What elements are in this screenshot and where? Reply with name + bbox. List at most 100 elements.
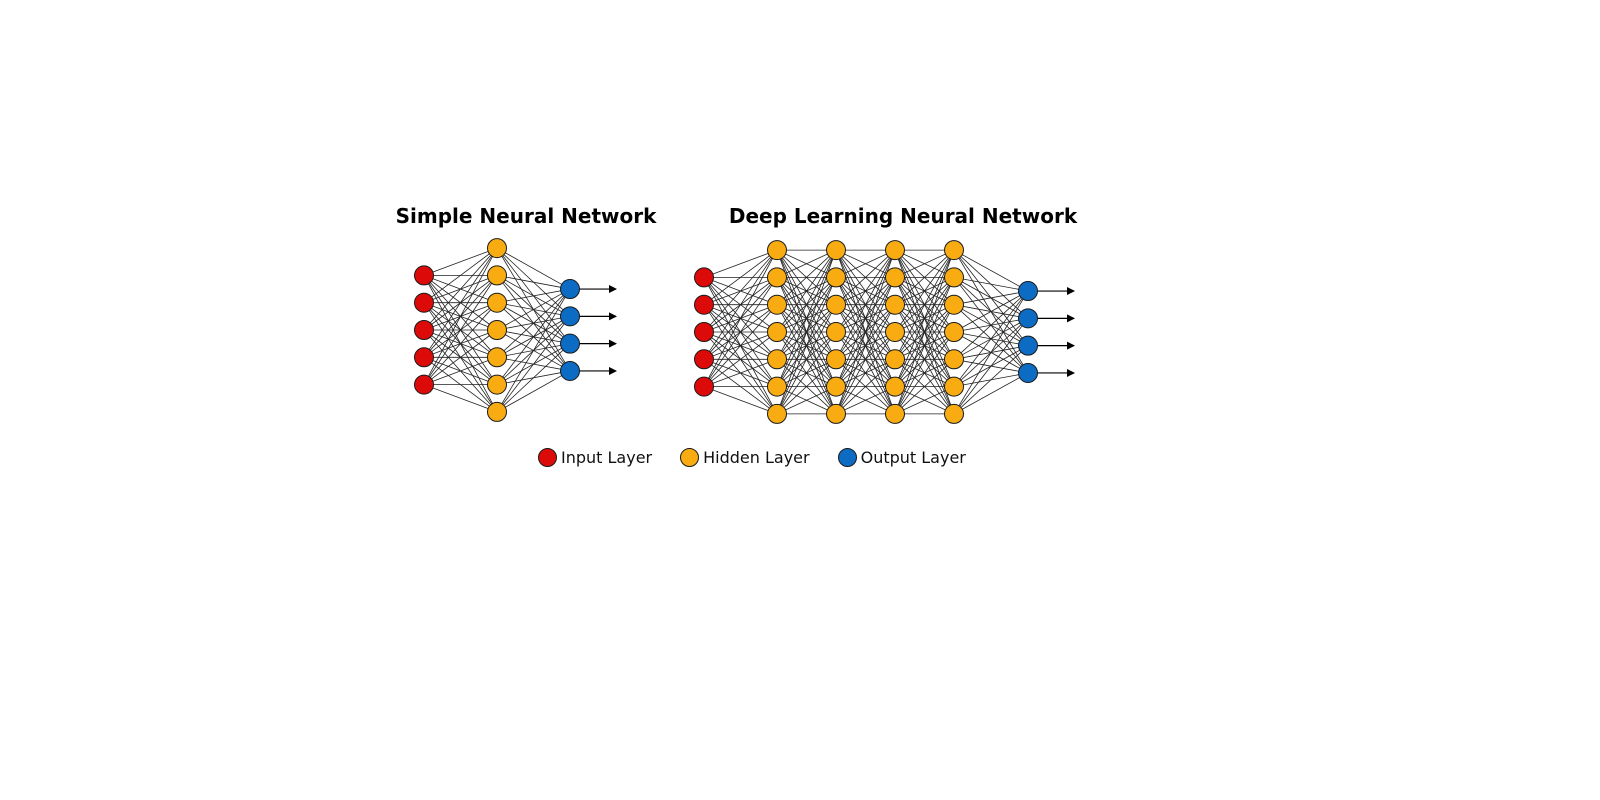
legend: Input Layer Hidden Layer Output Layer xyxy=(538,448,966,467)
hidden-node xyxy=(487,320,507,340)
deep-connections xyxy=(703,249,1029,415)
connection-line xyxy=(953,277,1029,292)
hidden-node xyxy=(767,403,787,424)
connection-line xyxy=(703,249,778,306)
output-node xyxy=(560,333,580,354)
simple-neural-network xyxy=(414,238,617,422)
connection-line xyxy=(776,277,837,415)
deep-learning-neural-network xyxy=(694,240,1075,424)
output-node xyxy=(1018,281,1038,302)
deep-network-title: Deep Learning Neural Network xyxy=(728,204,1078,228)
input-node xyxy=(414,265,434,286)
hidden-node xyxy=(767,322,787,342)
hidden-node xyxy=(944,376,964,397)
connection-line xyxy=(835,249,896,333)
hidden-node xyxy=(487,347,507,368)
output-node xyxy=(1018,362,1038,383)
input-node xyxy=(694,376,714,397)
connection-line xyxy=(835,277,896,415)
connection-line xyxy=(953,318,1029,415)
connection-line xyxy=(776,249,837,387)
hidden-node xyxy=(944,240,964,261)
input-node xyxy=(694,294,714,315)
connection-line xyxy=(894,249,955,278)
hidden-node xyxy=(885,403,905,424)
legend-item-hidden: Hidden Layer xyxy=(680,448,810,467)
connection-line xyxy=(776,249,837,360)
connection-line xyxy=(703,249,778,360)
hidden-node xyxy=(944,322,964,342)
hidden-node xyxy=(885,322,905,342)
connection-line xyxy=(496,288,571,304)
connection-line xyxy=(776,331,837,415)
connection-line xyxy=(496,316,571,413)
connection-line xyxy=(703,249,778,278)
connection-line xyxy=(423,384,498,413)
connection-line xyxy=(953,290,1029,306)
hidden-node xyxy=(826,403,846,424)
connection-line xyxy=(894,277,955,415)
connection-line xyxy=(496,275,571,290)
connection-line xyxy=(835,249,896,387)
input-node xyxy=(694,322,714,342)
connection-line xyxy=(835,359,896,415)
output-node xyxy=(560,306,580,327)
connection-line xyxy=(776,249,837,333)
connection-line xyxy=(496,370,571,413)
connection-line xyxy=(776,386,837,415)
connection-line xyxy=(894,331,955,415)
hidden-node xyxy=(885,294,905,315)
connection-line xyxy=(423,247,498,358)
connection-line xyxy=(776,359,837,415)
connection-line xyxy=(703,249,778,387)
hidden-node xyxy=(826,322,846,342)
connection-line xyxy=(423,356,498,385)
simple-connections xyxy=(423,247,571,413)
connection-line xyxy=(703,358,778,387)
simple-network-title: Simple Neural Network xyxy=(395,204,657,228)
connection-line xyxy=(496,343,571,413)
connection-line xyxy=(423,329,498,385)
legend-item-output: Output Layer xyxy=(837,448,966,467)
connection-line xyxy=(423,247,498,304)
input-node xyxy=(414,347,434,368)
hidden-node xyxy=(487,292,507,313)
hidden-node xyxy=(826,240,846,261)
hidden-node xyxy=(487,401,507,422)
connection-line xyxy=(953,290,1029,387)
hidden-layer-swatch xyxy=(680,448,700,467)
hidden-node xyxy=(767,240,787,261)
connection-line xyxy=(894,249,955,333)
hidden-node xyxy=(767,267,787,288)
hidden-node xyxy=(487,374,507,395)
legend-label-input: Input Layer xyxy=(561,448,653,467)
connection-line xyxy=(423,247,498,385)
hidden-node xyxy=(826,349,846,370)
connection-line xyxy=(496,247,571,290)
hidden-node xyxy=(826,294,846,315)
connection-line xyxy=(894,249,955,305)
connection-line xyxy=(496,288,571,331)
connection-line xyxy=(496,288,571,413)
connection-line xyxy=(496,288,571,385)
output-node xyxy=(560,279,580,300)
connection-line xyxy=(776,304,837,415)
hidden-node xyxy=(487,265,507,286)
hidden-node xyxy=(487,238,507,259)
input-node xyxy=(694,349,714,370)
hidden-node xyxy=(767,294,787,315)
hidden-node xyxy=(885,267,905,288)
legend-label-hidden: Hidden Layer xyxy=(703,448,810,467)
output-node xyxy=(560,360,580,381)
connection-line xyxy=(776,249,837,278)
connection-line xyxy=(423,247,498,276)
output-node xyxy=(1018,308,1038,329)
hidden-node xyxy=(944,267,964,288)
hidden-node xyxy=(944,403,964,424)
hidden-node xyxy=(944,349,964,370)
connection-line xyxy=(423,247,498,331)
legend-label-output: Output Layer xyxy=(860,448,966,467)
connection-line xyxy=(776,249,837,305)
connection-line xyxy=(894,249,955,387)
input-node xyxy=(414,320,434,340)
